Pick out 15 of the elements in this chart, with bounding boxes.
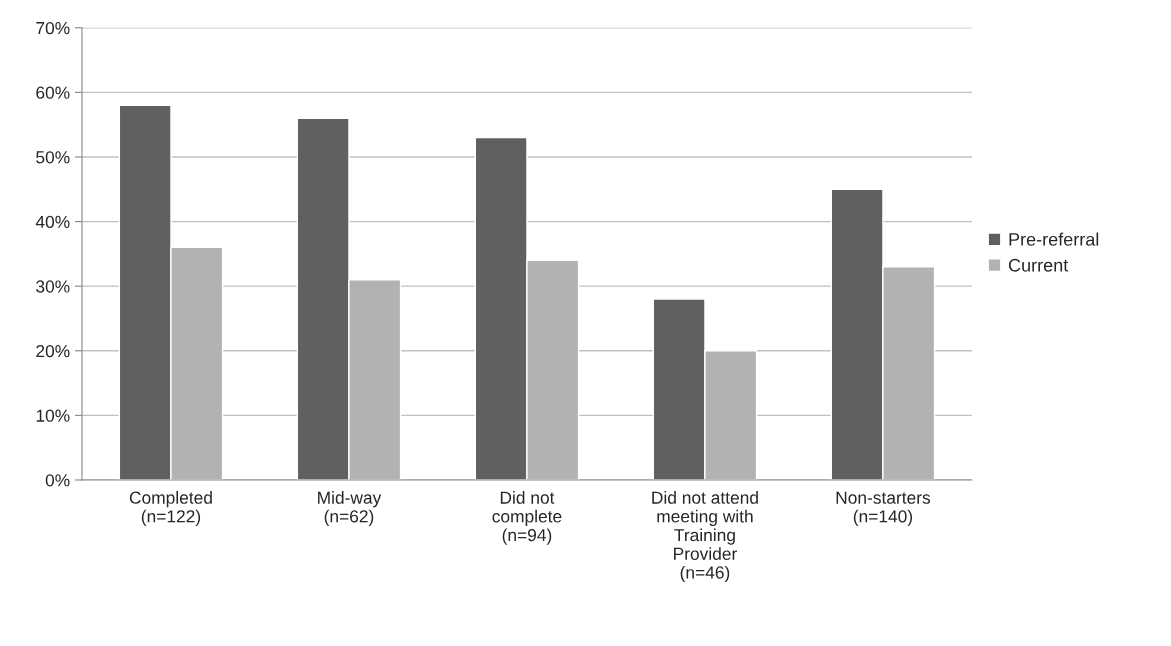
- y-tick-label: 0%: [45, 474, 70, 487]
- y-tick-label: 50%: [36, 151, 70, 164]
- y-tick-label: 10%: [36, 409, 70, 422]
- x-tick-label: Did not complete (n=94): [492, 491, 562, 545]
- y-tick-label: 30%: [36, 280, 70, 293]
- legend-label: Current: [1008, 258, 1069, 272]
- x-tick-label: Non-starters (n=140): [836, 491, 931, 526]
- legend-label: Pre-referral: [1009, 232, 1099, 246]
- x-tick-label: Mid-way (n=62): [318, 491, 382, 526]
- y-tick-label: 40%: [35, 215, 70, 229]
- y-tick-label: 60%: [36, 86, 70, 99]
- x-tick-label: Completed (n=122): [129, 491, 212, 526]
- x-tick-label: Did not attend meeting with Training Provider (n=46): [652, 491, 758, 583]
- y-tick-label: 20%: [36, 344, 70, 358]
- y-tick-label: 70%: [36, 21, 70, 35]
